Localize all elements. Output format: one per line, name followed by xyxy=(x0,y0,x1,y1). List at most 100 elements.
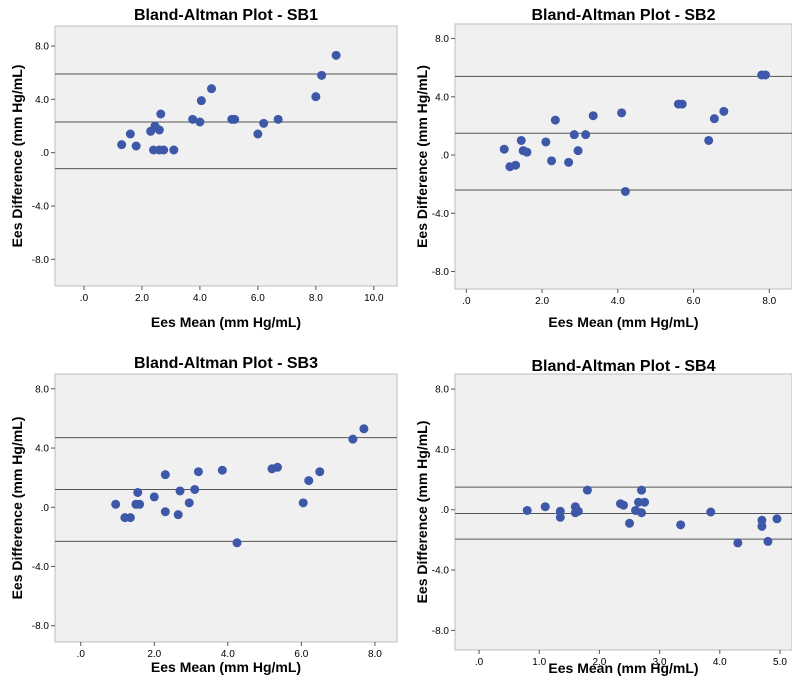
data-point xyxy=(230,114,240,124)
x-tick-label: 8.0 xyxy=(762,296,776,307)
data-point xyxy=(348,434,358,444)
data-point xyxy=(217,465,227,475)
data-point xyxy=(111,499,121,509)
data-point xyxy=(125,513,135,523)
data-point xyxy=(253,129,263,139)
plot-area xyxy=(454,373,792,651)
x-tick-label: 6.0 xyxy=(251,293,265,304)
x-tick-label: 4.0 xyxy=(611,296,625,307)
data-point xyxy=(706,507,716,517)
data-point xyxy=(154,125,164,135)
chart-panel-4: .0 1.0 2.0 3.0 4.0 5.0 -8.0 -4.0 .0 4.0 8.0 Bland-A… xyxy=(414,358,792,676)
x-tick-label: .0 xyxy=(475,657,484,668)
data-point xyxy=(156,109,166,119)
data-point xyxy=(620,186,630,196)
data-point xyxy=(298,498,308,508)
data-point xyxy=(564,157,574,167)
x-tick-label: 4.0 xyxy=(193,293,207,304)
data-point xyxy=(637,485,647,495)
data-point xyxy=(573,506,583,516)
x-axis-label: Ees Mean (mm Hg/mL) xyxy=(151,659,301,675)
data-point xyxy=(547,156,557,166)
data-point xyxy=(160,470,170,480)
x-tick-label: .0 xyxy=(462,296,471,307)
y-tick-label: -4.0 xyxy=(432,566,450,577)
chart-title: Bland-Altman Plot - SB1 xyxy=(134,7,318,24)
data-point xyxy=(540,502,550,512)
y-tick-label: 8.0 xyxy=(35,384,49,395)
y-tick-label: 8.0 xyxy=(35,42,49,53)
data-point xyxy=(516,135,526,145)
x-tick-label: 8.0 xyxy=(309,293,323,304)
x-tick-label: 5.0 xyxy=(773,657,787,668)
data-point xyxy=(760,70,770,80)
data-point xyxy=(676,520,686,530)
data-point xyxy=(511,160,521,170)
data-point xyxy=(709,114,719,124)
data-point xyxy=(359,424,369,434)
x-tick-label: .0 xyxy=(80,293,89,304)
data-point xyxy=(188,114,198,124)
y-tick-label: -4.0 xyxy=(432,209,450,220)
x-axis-label: Ees Mean (mm Hg/mL) xyxy=(151,314,301,330)
data-point xyxy=(311,92,321,102)
data-point xyxy=(125,129,135,139)
chart-panel-2: .0 2.0 4.0 6.0 8.0 -8.0 -4.0 .0 4.0 8.0 Bland-Altm… xyxy=(414,7,792,330)
data-point xyxy=(541,137,551,147)
data-point xyxy=(149,492,159,502)
plot-area xyxy=(54,373,398,643)
y-tick-label: -8.0 xyxy=(32,621,50,632)
x-tick-label: 10.0 xyxy=(364,293,384,304)
data-point xyxy=(117,140,127,150)
data-point xyxy=(522,505,532,515)
x-tick-label: .0 xyxy=(77,649,86,660)
x-tick-label: 1.0 xyxy=(532,657,546,668)
x-tick-label: 2.0 xyxy=(135,293,149,304)
y-tick-label: .0 xyxy=(41,503,50,514)
data-point xyxy=(588,111,598,121)
data-point xyxy=(555,512,565,522)
data-point xyxy=(757,521,767,531)
data-point xyxy=(184,498,194,508)
data-point xyxy=(499,144,509,154)
x-tick-label: 4.0 xyxy=(713,657,727,668)
x-axis-label: Ees Mean (mm Hg/mL) xyxy=(548,314,698,330)
data-point xyxy=(317,70,327,80)
data-point xyxy=(175,486,185,496)
y-tick-label: 4.0 xyxy=(35,95,49,106)
data-point xyxy=(331,50,341,60)
data-point xyxy=(196,96,206,106)
x-tick-label: 2.0 xyxy=(592,657,606,668)
y-axis-label: Ees Difference (mm Hg/mL) xyxy=(414,421,430,604)
chart-title: Bland-Altman Plot - SB4 xyxy=(531,358,715,375)
data-point xyxy=(581,130,591,140)
plot-area xyxy=(54,25,398,287)
y-axis-label: Ees Difference (mm Hg/mL) xyxy=(9,65,25,248)
y-tick-label: -4.0 xyxy=(32,202,50,213)
data-point xyxy=(619,500,628,510)
data-point xyxy=(550,115,560,125)
chart-title: Bland-Altman Plot - SB3 xyxy=(134,355,318,372)
y-tick-label: .0 xyxy=(441,505,450,516)
x-tick-label: 6.0 xyxy=(294,649,308,660)
plot-area xyxy=(454,23,792,290)
data-point xyxy=(772,514,782,524)
x-axis-label: Ees Mean (mm Hg/mL) xyxy=(548,660,698,676)
data-point xyxy=(133,487,143,497)
y-tick-label: -4.0 xyxy=(32,562,50,573)
data-point xyxy=(569,130,579,140)
x-tick-label: 2.0 xyxy=(147,649,161,660)
data-point xyxy=(259,118,269,128)
data-point xyxy=(640,497,650,507)
y-axis-label: Ees Difference (mm Hg/mL) xyxy=(414,65,430,248)
data-point xyxy=(582,485,592,495)
x-tick-label: 3.0 xyxy=(653,657,667,668)
data-point xyxy=(169,145,179,155)
data-point xyxy=(232,538,242,548)
x-tick-label: 8.0 xyxy=(368,649,382,660)
x-tick-label: 4.0 xyxy=(221,649,235,660)
y-tick-label: -8.0 xyxy=(432,267,450,278)
chart-title: Bland-Altman Plot - SB2 xyxy=(531,7,715,24)
x-tick-label: 2.0 xyxy=(535,296,549,307)
